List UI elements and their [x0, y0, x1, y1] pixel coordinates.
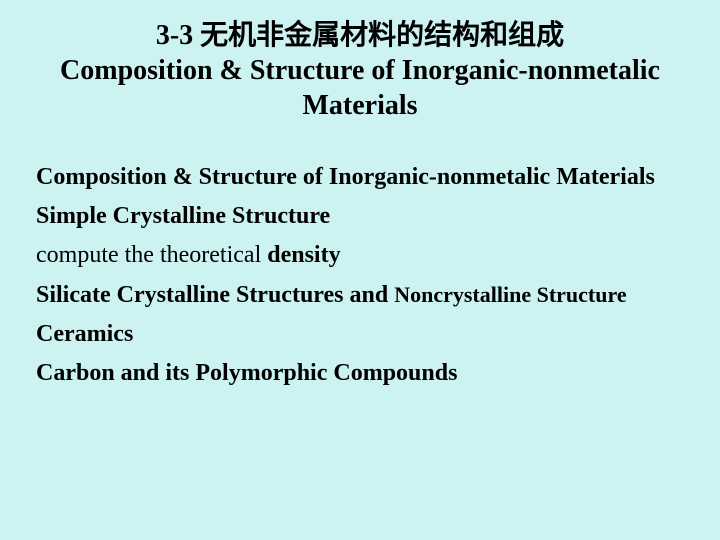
content-line: Silicate Crystalline Structures and Nonc… [36, 277, 684, 314]
text-run: Carbon and its Polymorphic Compounds [36, 360, 457, 386]
title-line-2: Composition & Structure of Inorganic-non… [36, 53, 684, 123]
content-line: Ceramics [36, 316, 684, 353]
text-run: density [267, 242, 340, 268]
text-run: Noncrystalline Structure [394, 282, 626, 307]
slide: 3-3 无机非金属材料的结构和组成 Composition & Structur… [0, 0, 720, 540]
content-line: compute the theoretical density [36, 237, 684, 274]
content-line: Simple Crystalline Structure [36, 198, 684, 235]
text-run: Ceramics [36, 321, 133, 347]
content-line: Composition & Structure of Inorganic-non… [36, 159, 684, 196]
text-run: Composition & Structure of Inorganic-non… [36, 164, 655, 190]
content-line: Carbon and its Polymorphic Compounds [36, 355, 684, 392]
title-line-1: 3-3 无机非金属材料的结构和组成 [36, 18, 684, 53]
text-run: Simple Crystalline Structure [36, 203, 330, 229]
text-run: Silicate Crystalline Structures and [36, 282, 394, 308]
slide-content: Composition & Structure of Inorganic-non… [36, 159, 684, 392]
slide-title: 3-3 无机非金属材料的结构和组成 Composition & Structur… [36, 18, 684, 123]
text-run: compute the theoretical [36, 242, 267, 268]
